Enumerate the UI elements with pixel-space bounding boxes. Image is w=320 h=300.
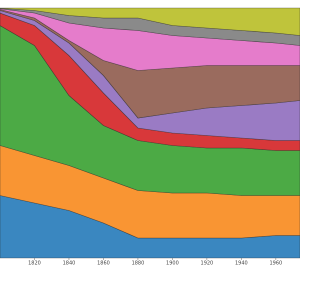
x-tick-label: 1820 [28, 261, 41, 267]
x-tick-label: 1920 [201, 261, 214, 267]
x-tick-label: 1960 [269, 261, 282, 267]
x-tick-label: 1860 [97, 261, 110, 267]
x-tick-label: 1940 [235, 261, 248, 267]
x-tick-label: 1840 [63, 261, 76, 267]
x-tick-label: 1880 [132, 261, 145, 267]
area [0, 7, 300, 36]
x-tick-label: 1900 [166, 261, 179, 267]
chart: 1820 1840 1860 1880 1900 1920 1940 1960 [0, 7, 300, 267]
